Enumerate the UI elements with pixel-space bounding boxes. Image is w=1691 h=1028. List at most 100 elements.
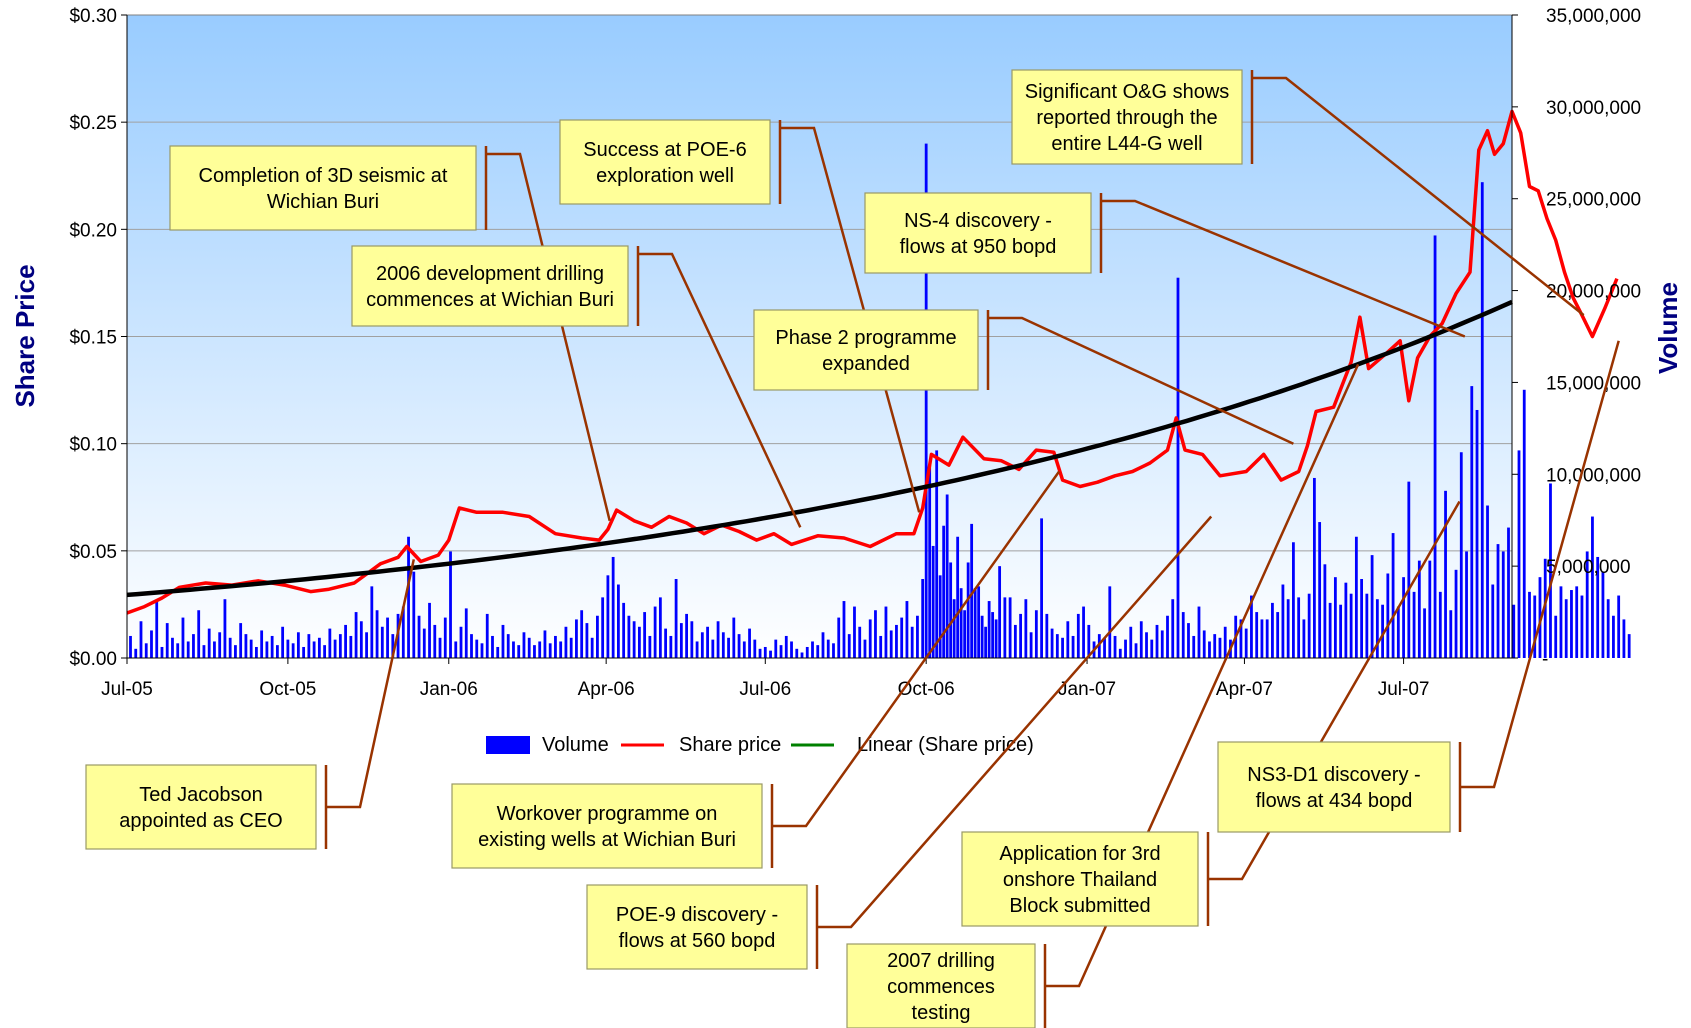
volume-bar: [449, 551, 452, 658]
volume-bar: [1250, 595, 1253, 658]
volume-bar: [632, 621, 636, 658]
volume-bar: [1391, 533, 1395, 658]
volume-bar: [800, 652, 804, 658]
volume-bar: [648, 635, 652, 658]
callout-leader: [817, 515, 1213, 929]
volume-bar: [1050, 628, 1054, 658]
volume-bar: [1019, 613, 1023, 658]
volume-bar: [942, 525, 946, 658]
volume-bar: [370, 586, 374, 658]
volume-bar: [910, 626, 914, 658]
callout-text-line: Success at POE-6: [583, 139, 746, 161]
volume-bar: [422, 628, 426, 658]
volume-bar: [1564, 599, 1568, 658]
legend-price-label: Share price: [679, 734, 781, 756]
volume-bar: [296, 632, 300, 658]
callout-ns3d1: NS3-D1 discovery - flows at 434 bopd: [1217, 741, 1451, 833]
volume-bar: [945, 494, 949, 658]
volume-bar: [737, 634, 741, 658]
callout-text-line: appointed as CEO: [119, 810, 282, 832]
callout-og: Significant O&G shows reported through th…: [1011, 69, 1243, 165]
callout-text-line: Block submitted: [1009, 895, 1150, 917]
callout-text-line: Completion of 3D seismic at: [199, 165, 448, 187]
volume-bar: [307, 634, 311, 658]
volume-bar: [1087, 624, 1091, 658]
volume-bar: [1118, 648, 1122, 658]
volume-bar: [853, 606, 856, 658]
callout-leaders: [324, 70, 1620, 1028]
callout-text-line: 2006 development drilling: [376, 263, 604, 285]
volume-bar: [1554, 615, 1558, 658]
volume-bar: [1166, 615, 1169, 658]
callout-block3: Application for 3rd onshore Thailand Block…: [961, 831, 1199, 927]
volume-bar: [1354, 536, 1358, 658]
volume-bar: [905, 601, 909, 658]
y-tick-label: $0.20: [69, 220, 117, 241]
callout-text-line: Application for 3rd: [999, 843, 1160, 865]
volume-bar: [674, 579, 678, 658]
volume-bars: [129, 143, 1631, 659]
volume-bar: [928, 465, 932, 658]
volume-bar: [1459, 452, 1463, 658]
callout-dev-drilling: 2006 development drilling commences at Wi…: [351, 245, 629, 327]
callout-text-line: NS3-D1 discovery -: [1247, 764, 1420, 786]
volume-bar: [317, 637, 321, 658]
legend-volume-swatch: [486, 736, 530, 754]
callout-leader: [1460, 340, 1620, 789]
volume-bar: [1528, 591, 1531, 658]
volume-bar: [223, 599, 227, 658]
volume-bar: [1244, 628, 1248, 658]
volume-bar: [575, 619, 578, 658]
callout-leader: [1252, 76, 1585, 317]
volume-bar: [1292, 542, 1295, 658]
callout-leader: [1208, 500, 1461, 881]
volume-bar: [966, 562, 970, 658]
volume-bar: [1612, 615, 1615, 658]
volume-bar: [721, 632, 725, 658]
callout-text-line: reported through the: [1036, 107, 1217, 129]
volume-bar: [275, 645, 279, 658]
callout-workover: Workover programme on existing wells at W…: [451, 783, 763, 869]
callout-text-line: flows at 950 bopd: [900, 236, 1057, 258]
volume-bar: [464, 608, 468, 658]
x-tick-label: Jan-06: [420, 679, 478, 700]
volume-bar: [1197, 606, 1201, 658]
callout-text-line: commences: [887, 976, 995, 998]
volume-bar: [1365, 593, 1369, 658]
volume-bar: [700, 632, 704, 658]
volume-bar: [522, 632, 526, 658]
volume-bar: [1202, 630, 1206, 658]
volume-bar: [333, 639, 337, 658]
volume-bar: [779, 645, 783, 658]
volume-bar: [506, 634, 510, 658]
y-axis-title: Share Price: [10, 264, 40, 407]
callout-box: [559, 119, 771, 205]
volume-bar: [438, 637, 442, 658]
volume-bar: [977, 586, 981, 658]
volume-bar: [889, 630, 893, 658]
callout-leader: [988, 316, 1294, 445]
volume-bar: [197, 610, 201, 658]
volume-bar: [763, 646, 767, 658]
callout-box: [1217, 741, 1451, 833]
volume-bar: [1145, 632, 1148, 658]
volume-bar: [517, 645, 521, 658]
volume-bar: [129, 635, 132, 658]
volume-bar: [150, 630, 153, 658]
volume-bar: [1134, 643, 1138, 658]
volume-bar: [559, 641, 563, 658]
y2-tick-label: 10,000,000: [1546, 465, 1641, 486]
callout-text-line: Ted Jacobson: [139, 784, 262, 806]
volume-bar: [1271, 602, 1274, 658]
y-tick-label: $0.15: [69, 328, 117, 349]
volume-bar: [1349, 593, 1353, 658]
volume-bar: [952, 599, 956, 658]
volume-bar: [1213, 634, 1217, 658]
callout-box: [846, 943, 1036, 1028]
volume-bar: [286, 639, 290, 658]
volume-bar: [1470, 386, 1474, 658]
volume-bar: [1302, 619, 1306, 658]
volume-bar: [134, 648, 138, 658]
volume-bar: [1286, 599, 1290, 658]
volume-bar: [596, 615, 599, 658]
